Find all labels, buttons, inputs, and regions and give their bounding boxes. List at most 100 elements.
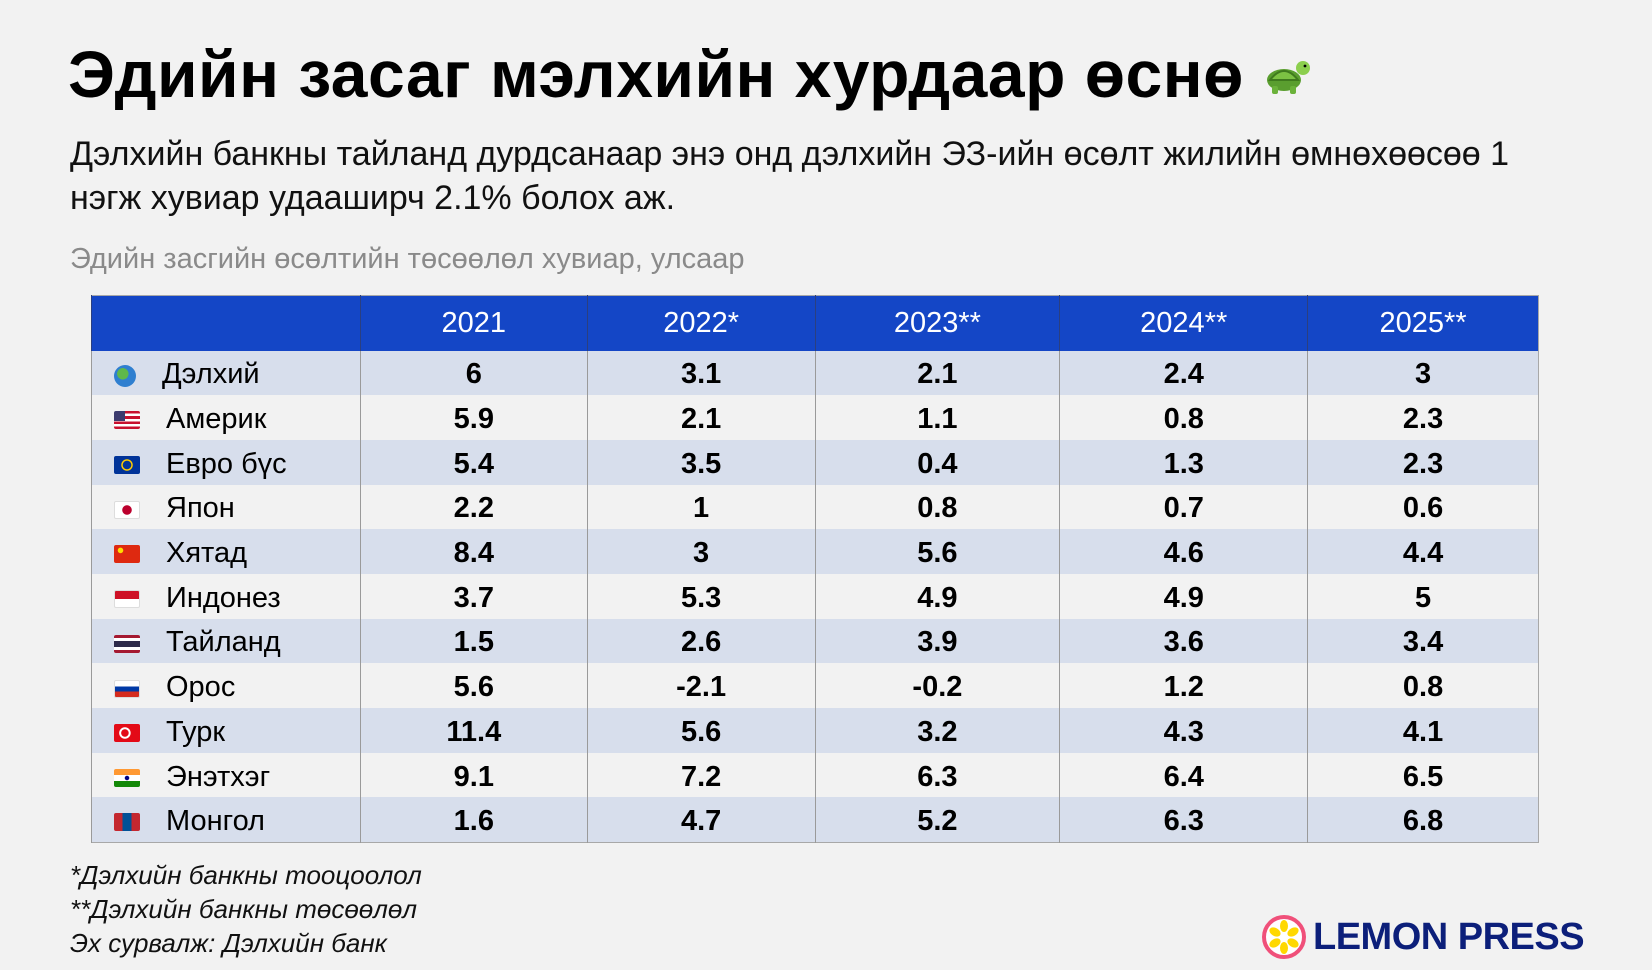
- turkey-flag-icon: [114, 724, 140, 743]
- table-row: Евро бүс 5.4 3.5 0.4 1.3 2.3: [91, 439, 1539, 485]
- column-header: 2025**: [1307, 295, 1539, 351]
- value-cell: 3.9: [814, 618, 1060, 664]
- value-cell: 2.1: [814, 350, 1060, 396]
- value-cell: 6.3: [814, 752, 1060, 798]
- value-cell: 6.3: [1059, 797, 1308, 843]
- value-cell: 0.7: [1059, 484, 1308, 530]
- china-flag-icon: [114, 545, 140, 564]
- value-cell: 4.9: [814, 573, 1060, 619]
- country-cell: Евро бүс: [91, 439, 361, 485]
- value-cell: 4.6: [1059, 529, 1308, 574]
- value-cell: 2.4: [1059, 350, 1308, 396]
- value-cell: 6.4: [1059, 752, 1308, 798]
- value-cell: 4.3: [1059, 708, 1308, 753]
- value-cell: 2.3: [1307, 439, 1539, 485]
- column-header: 2023**: [814, 295, 1060, 351]
- country-cell: Япон: [91, 484, 361, 530]
- lemon-press-logo: LEMON PRESS: [1261, 914, 1585, 960]
- country-name: Турк: [166, 715, 226, 748]
- value-cell: 1.2: [1059, 663, 1308, 708]
- value-cell: 4.1: [1307, 708, 1539, 753]
- value-cell: 7.2: [586, 752, 816, 798]
- value-cell: 1.6: [359, 797, 588, 843]
- value-cell: 0.4: [814, 439, 1060, 485]
- mongolia-flag-icon: [114, 813, 140, 832]
- value-cell: 3: [1307, 350, 1539, 396]
- thailand-flag-icon: [114, 634, 140, 653]
- value-cell: 1: [586, 484, 816, 530]
- country-cell: Индонез: [91, 573, 361, 619]
- value-cell: 2.1: [586, 395, 816, 440]
- india-flag-icon: [114, 768, 140, 787]
- table-caption: Эдийн засгийн өсөлтийн төсөөлөл хувиар, …: [70, 243, 745, 275]
- value-cell: 6: [359, 350, 588, 396]
- value-cell: 1.5: [359, 618, 588, 664]
- footnote-estimate: *Дэлхийн банкны тооцоолол: [70, 860, 422, 890]
- page-title: Эдийн засаг мэлхийн хурдаар өснө: [68, 36, 1312, 112]
- table-header-row: 2021 2022* 2023** 2024** 2025**: [91, 295, 1539, 351]
- country-name: Америк: [166, 403, 267, 436]
- indonesia-flag-icon: [114, 590, 140, 609]
- country-name: Япон: [166, 492, 235, 525]
- country-name: Орос: [166, 671, 236, 704]
- country-cell: Орос: [91, 663, 361, 708]
- value-cell: 4.4: [1307, 529, 1539, 574]
- growth-table: 2021 2022* 2023** 2024** 2025** Дэлхий 6 3.1 2.…: [91, 295, 1539, 843]
- value-cell: 5.6: [586, 708, 816, 753]
- country-cell: Дэлхий: [91, 350, 361, 396]
- value-cell: 6.8: [1307, 797, 1539, 843]
- table-row: Индонез 3.7 5.3 4.9 4.9 5: [91, 573, 1539, 619]
- value-cell: 3.5: [586, 439, 816, 485]
- value-cell: 9.1: [359, 752, 588, 798]
- table-row: Япон 2.2 1 0.8 0.7 0.6: [91, 484, 1539, 530]
- country-cell: Монгол: [91, 797, 361, 843]
- table-row: Монгол 1.6 4.7 5.2 6.3 6.8: [91, 797, 1539, 843]
- value-cell: 3.2: [814, 708, 1060, 753]
- value-cell: 3.4: [1307, 618, 1539, 664]
- value-cell: 6.5: [1307, 752, 1539, 798]
- value-cell: 5: [1307, 573, 1539, 619]
- footnote-forecast: **Дэлхийн банкны төсөөлөл: [70, 894, 418, 924]
- value-cell: 3.7: [359, 573, 588, 619]
- value-cell: 2.6: [586, 618, 816, 664]
- country-cell: Тайланд: [91, 618, 361, 664]
- value-cell: 2.2: [359, 484, 588, 530]
- table-row: Хятад 8.4 3 5.6 4.6 4.4: [91, 529, 1539, 574]
- country-name: Евро бүс: [166, 447, 287, 480]
- footnote-source: Эх сурвалж: Дэлхийн банк: [70, 928, 387, 958]
- turtle-icon: [1266, 61, 1310, 94]
- value-cell: 11.4: [359, 708, 588, 753]
- header-blank: [91, 295, 361, 351]
- title-text: Эдийн засаг мэлхийн хурдаар өснө: [68, 37, 1244, 111]
- eu-flag-icon: [114, 456, 140, 475]
- country-cell: Энэтхэг: [91, 752, 361, 798]
- value-cell: 3.1: [586, 350, 816, 396]
- table-row: Турк 11.4 5.6 3.2 4.3 4.1: [91, 708, 1539, 753]
- value-cell: 5.2: [814, 797, 1060, 843]
- value-cell: 3: [586, 529, 816, 574]
- value-cell: 3.6: [1059, 618, 1308, 664]
- country-name: Дэлхий: [162, 358, 260, 391]
- table-row: Дэлхий 6 3.1 2.1 2.4 3: [91, 350, 1539, 396]
- lemon-icon: [1262, 915, 1306, 959]
- country-name: Индонез: [166, 581, 281, 614]
- table-row: Энэтхэг 9.1 7.2 6.3 6.4 6.5: [91, 752, 1539, 798]
- country-cell: Америк: [91, 395, 361, 440]
- logo-text: LEMON PRESS: [1313, 915, 1585, 958]
- table-row: Тайланд 1.5 2.6 3.9 3.6 3.4: [91, 618, 1539, 664]
- value-cell: 2.3: [1307, 395, 1539, 440]
- column-header: 2021: [359, 295, 588, 351]
- value-cell: -2.1: [586, 663, 816, 708]
- value-cell: 5.9: [359, 395, 588, 440]
- value-cell: -0.2: [814, 663, 1060, 708]
- value-cell: 0.8: [814, 484, 1060, 530]
- value-cell: 4.7: [586, 797, 816, 843]
- value-cell: 1.1: [814, 395, 1060, 440]
- country-name: Монгол: [166, 804, 265, 837]
- subtitle: Дэлхийн банкны тайланд дурдсанаар энэ он…: [70, 135, 1510, 217]
- russia-flag-icon: [114, 679, 140, 698]
- japan-flag-icon: [114, 500, 140, 519]
- value-cell: 0.8: [1307, 663, 1539, 708]
- value-cell: 4.9: [1059, 573, 1308, 619]
- usa-flag-icon: [114, 411, 140, 430]
